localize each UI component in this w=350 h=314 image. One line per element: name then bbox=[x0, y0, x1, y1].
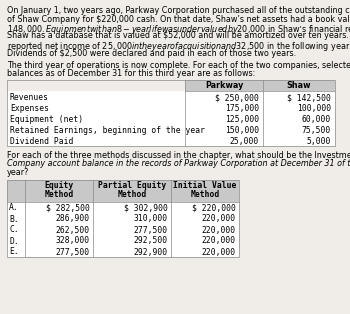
Bar bbox=[7, 213, 239, 224]
Bar bbox=[7, 246, 239, 257]
Text: Shaw has a database that is valued at $52,000 and will be amortized over ten yea: Shaw has a database that is valued at $5… bbox=[7, 31, 350, 41]
Text: The third year of operations is now complete. For each of the two companies, sel: The third year of operations is now comp… bbox=[7, 61, 350, 70]
Text: Dividends of $2,500 were declared and paid in each of those two years.: Dividends of $2,500 were declared and pa… bbox=[7, 48, 296, 57]
Text: 220,000: 220,000 bbox=[202, 247, 236, 257]
Text: 292,500: 292,500 bbox=[134, 236, 168, 246]
Text: $ 250,000: $ 250,000 bbox=[215, 93, 259, 102]
Text: 220,000: 220,000 bbox=[202, 225, 236, 235]
Bar bbox=[7, 135, 335, 146]
Text: Dividend Paid: Dividend Paid bbox=[10, 137, 74, 146]
Text: $ 142,500: $ 142,500 bbox=[287, 93, 331, 102]
Bar bbox=[7, 124, 335, 135]
Text: Retained Earnings, beginning of the year: Retained Earnings, beginning of the year bbox=[10, 126, 205, 135]
Bar bbox=[7, 235, 239, 246]
Text: Expenses: Expenses bbox=[10, 104, 49, 113]
Bar bbox=[7, 102, 335, 113]
Text: D.: D. bbox=[9, 236, 19, 246]
Text: Initial Value: Initial Value bbox=[173, 181, 237, 190]
Text: $ 302,900: $ 302,900 bbox=[124, 203, 168, 213]
Text: 125,000: 125,000 bbox=[225, 115, 259, 124]
Bar bbox=[7, 113, 335, 124]
Text: Equipment (net): Equipment (net) bbox=[10, 115, 83, 124]
Text: 277,500: 277,500 bbox=[56, 247, 90, 257]
Text: Equity: Equity bbox=[44, 181, 74, 190]
Text: B.: B. bbox=[9, 214, 19, 224]
Bar bbox=[7, 80, 335, 146]
Text: 75,500: 75,500 bbox=[302, 126, 331, 135]
Bar bbox=[7, 224, 239, 235]
Text: 277,500: 277,500 bbox=[134, 225, 168, 235]
Text: A.: A. bbox=[9, 203, 19, 213]
Text: Parkway: Parkway bbox=[205, 82, 243, 90]
Text: E.: E. bbox=[9, 247, 19, 257]
Text: 60,000: 60,000 bbox=[302, 115, 331, 124]
Text: $ 220,000: $ 220,000 bbox=[192, 203, 236, 213]
Text: year?: year? bbox=[7, 168, 29, 177]
Bar bbox=[185, 80, 335, 91]
Text: Method: Method bbox=[44, 190, 74, 199]
Text: 328,000: 328,000 bbox=[56, 236, 90, 246]
Text: 175,000: 175,000 bbox=[225, 104, 259, 113]
Text: 310,000: 310,000 bbox=[134, 214, 168, 224]
Bar bbox=[7, 91, 335, 102]
Text: 262,500: 262,500 bbox=[56, 225, 90, 235]
Text: 220,000: 220,000 bbox=[202, 236, 236, 246]
Text: C.: C. bbox=[9, 225, 19, 235]
Text: reported net income of $25,000 in the year of acquisition and $32,500 in the fol: reported net income of $25,000 in the ye… bbox=[7, 40, 350, 53]
Text: Revenues: Revenues bbox=[10, 93, 49, 102]
Text: On January 1, two years ago, Parkway Corporation purchased all of the outstandin: On January 1, two years ago, Parkway Cor… bbox=[7, 6, 350, 15]
Text: 292,900: 292,900 bbox=[134, 247, 168, 257]
Bar bbox=[7, 202, 239, 213]
Text: 100,000: 100,000 bbox=[297, 104, 331, 113]
Text: $ 282,500: $ 282,500 bbox=[46, 203, 90, 213]
Text: 150,000: 150,000 bbox=[225, 126, 259, 135]
Text: $148,000. Equipment with an 8-year life was undervalued by $20,000 in Shaw’s fin: $148,000. Equipment with an 8-year life … bbox=[7, 23, 350, 36]
Bar bbox=[7, 180, 239, 257]
Bar bbox=[7, 180, 239, 202]
Text: of Shaw Company for $220,000 cash. On that date, Shaw’s net assets had a book va: of Shaw Company for $220,000 cash. On th… bbox=[7, 14, 350, 24]
Text: Company account balance in the records of Parkway Corporation at December 31 of : Company account balance in the records o… bbox=[7, 160, 350, 169]
Text: For each of the three methods discussed in the chapter, what should be the Inves: For each of the three methods discussed … bbox=[7, 151, 350, 160]
Text: Method: Method bbox=[117, 190, 147, 199]
Text: Method: Method bbox=[190, 190, 220, 199]
Text: 25,000: 25,000 bbox=[230, 137, 259, 146]
Text: Shaw: Shaw bbox=[287, 82, 311, 90]
Text: balances as of December 31 for this third year are as follows:: balances as of December 31 for this thir… bbox=[7, 69, 255, 78]
Text: Partial Equity: Partial Equity bbox=[98, 181, 166, 190]
Text: 286,900: 286,900 bbox=[56, 214, 90, 224]
Text: 220,000: 220,000 bbox=[202, 214, 236, 224]
Text: 5,000: 5,000 bbox=[307, 137, 331, 146]
